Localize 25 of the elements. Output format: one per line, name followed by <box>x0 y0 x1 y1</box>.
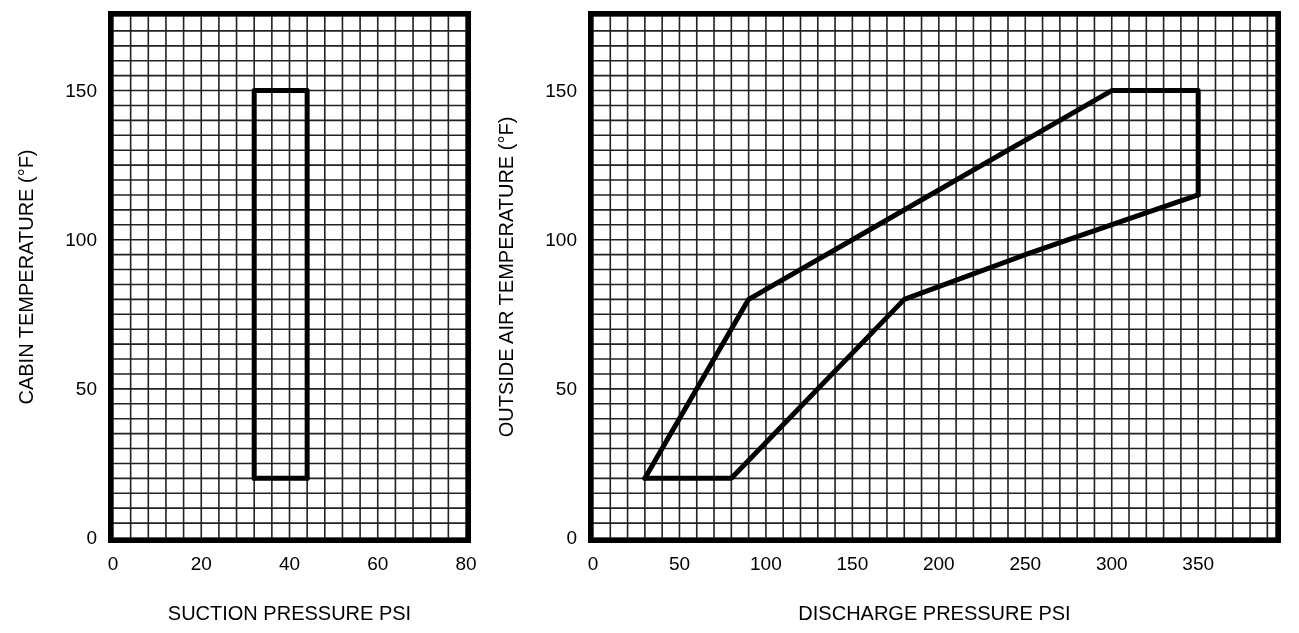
x-tick-label: 150 <box>836 553 869 574</box>
x-tick-label: 60 <box>367 553 389 574</box>
x-tick-label: 0 <box>107 553 119 574</box>
y-axis-title: OUTSIDE AIR TEMPERATURE (°F) <box>495 116 518 438</box>
x-axis-title: SUCTION PRESSURE PSI <box>167 602 412 624</box>
y-axis-title: CABIN TEMPERATURE (°F) <box>15 149 38 405</box>
y-tick-label: 50 <box>75 377 97 399</box>
y-tick-label: 100 <box>65 228 97 250</box>
x-tick-label: 20 <box>190 553 212 574</box>
x-tick-label: 250 <box>1009 553 1042 574</box>
x-axis-title: DISCHARGE PRESSURE PSI <box>798 602 1071 624</box>
x-tick-label: 300 <box>1095 553 1128 574</box>
y-tick-label: 0 <box>566 527 577 548</box>
y-tick-label: 150 <box>545 79 577 101</box>
y-tick-label: 0 <box>86 527 97 548</box>
y-tick-label: 50 <box>555 377 577 399</box>
x-tick-label: 50 <box>668 553 691 574</box>
y-tick-label: 100 <box>545 228 577 250</box>
x-tick-label: 0 <box>587 553 599 574</box>
x-tick-label: 200 <box>922 553 955 574</box>
x-tick-label: 80 <box>455 553 477 574</box>
x-tick-label: 40 <box>278 553 301 574</box>
x-tick-label: 100 <box>750 553 782 574</box>
x-tick-label: 350 <box>1182 553 1215 574</box>
y-tick-label: 150 <box>65 79 97 101</box>
